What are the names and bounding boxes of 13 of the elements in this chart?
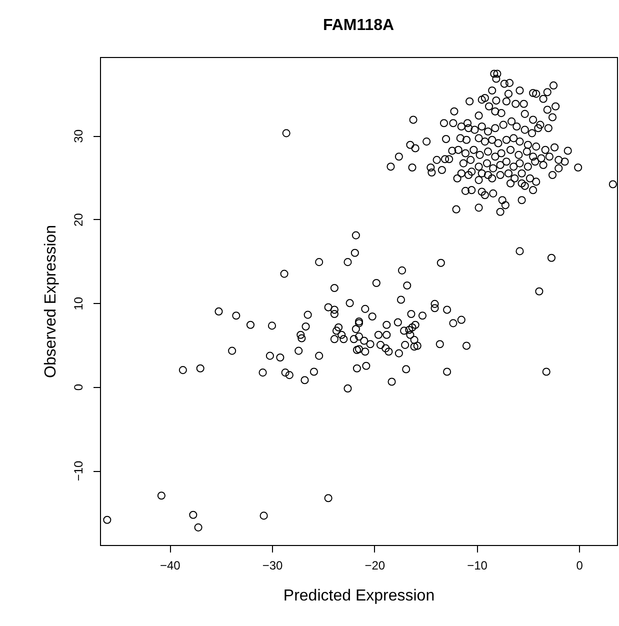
chart-title: FAM118A xyxy=(322,17,395,34)
y-axis-title: Observed Expression xyxy=(42,225,60,378)
y-tick-label: 0 xyxy=(72,384,86,391)
x-tick-label: −40 xyxy=(160,558,181,572)
x-tick-label: −20 xyxy=(364,558,386,572)
x-tick-label: 0 xyxy=(576,558,584,572)
y-tick-label: 30 xyxy=(72,129,86,143)
y-tick-label: −10 xyxy=(72,460,86,482)
x-tick-label: −10 xyxy=(467,558,488,572)
y-tick-label: 20 xyxy=(72,212,86,227)
y-tick-label: 10 xyxy=(72,296,86,310)
x-tick-label: −30 xyxy=(262,558,283,572)
x-axis-title: Predicted Expression xyxy=(283,588,435,604)
